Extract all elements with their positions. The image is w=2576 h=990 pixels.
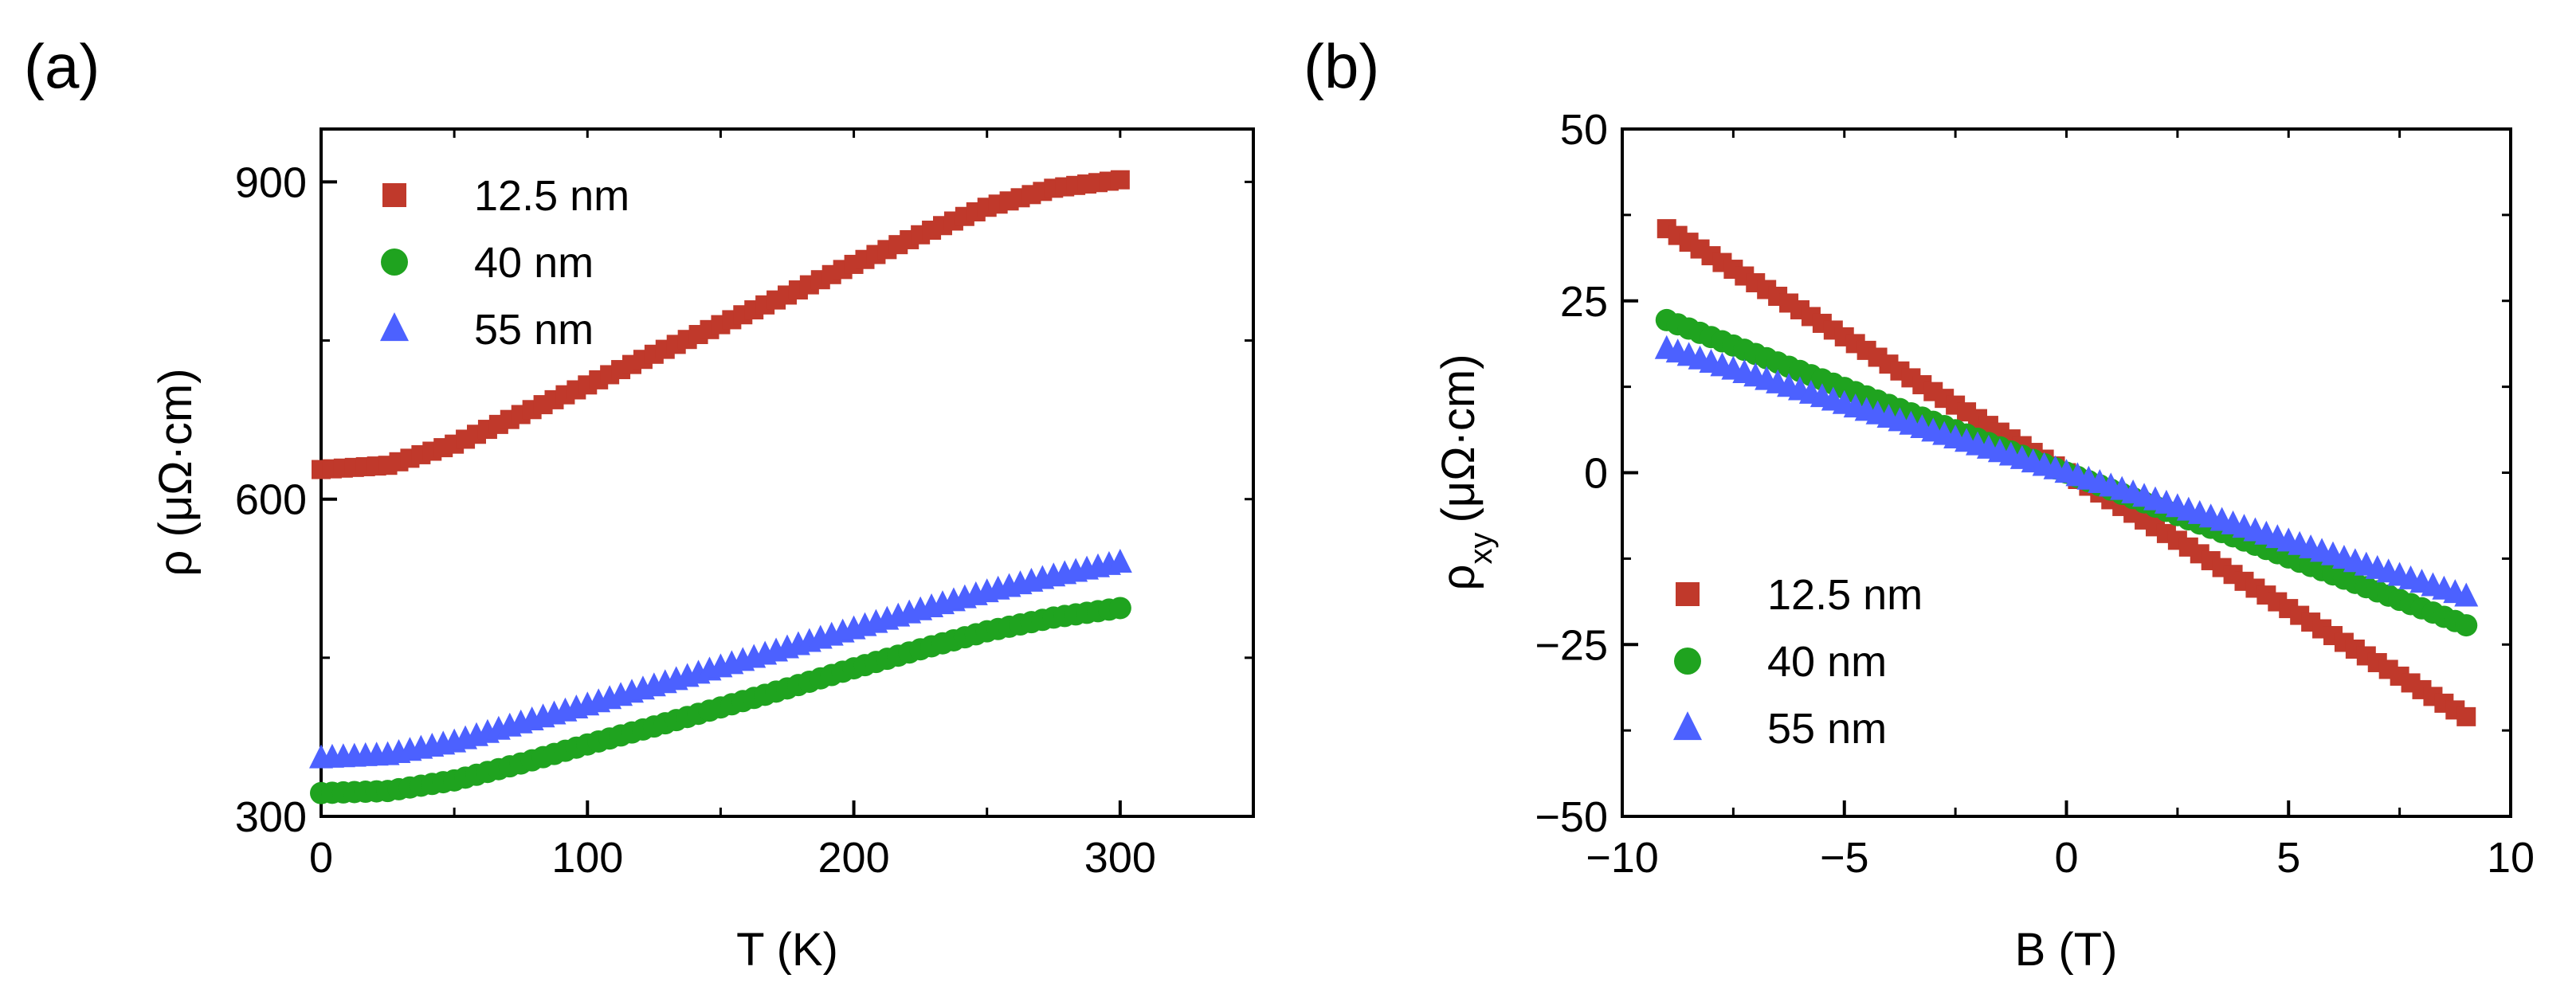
panel-a-legend-marker-2 [380, 312, 409, 342]
panel-a-series-0 [312, 170, 1130, 479]
panel-a-frame [320, 127, 1255, 818]
panel-a-ytick-label: 300 [235, 793, 307, 841]
panel-b-series-2 [1654, 335, 2479, 607]
panel-a-point-triangle [1108, 548, 1132, 573]
panel-a-label: (a) [24, 31, 100, 101]
panel-a-legend: 12.5 nm 40 nm 55 nm [380, 172, 629, 354]
panel-a-ytick-label: 600 [235, 476, 307, 524]
panel-b-ytick-label: 50 [1560, 106, 1608, 154]
panel-a-series-1 [310, 597, 1131, 804]
panel-a-xtick-label: 300 [1084, 834, 1156, 882]
panel-a-series-2 [309, 548, 1132, 769]
panel-b-point-triangle [2454, 582, 2479, 607]
panel-b-legend: 12.5 nm 40 nm 55 nm [1673, 571, 1923, 753]
panel-b-xtick-label: 0 [2054, 834, 2078, 882]
panel-b-ytick-label: 25 [1560, 278, 1608, 326]
panel-a-legend-label-2: 55 nm [474, 306, 594, 354]
panel-b-legend-marker-1 [1674, 648, 1701, 675]
panel-a-xlabel: T (K) [736, 924, 838, 976]
panel-a-point-square [1110, 170, 1130, 190]
panel-b-point-circle [2455, 614, 2478, 637]
panel-b-legend-label-2: 55 nm [1767, 705, 1887, 753]
panel-a-legend-label-1: 40 nm [474, 239, 594, 287]
panel-b-xtick-label: 10 [2487, 834, 2535, 882]
panel-a-point-circle [1108, 597, 1131, 620]
panel-b-legend-marker-2 [1673, 711, 1702, 741]
panel-b-ytick-label: −50 [1535, 793, 1608, 841]
panel-b-ytick-label: −25 [1535, 621, 1608, 669]
panel-b-ylabel: ρxy (μΩ·cm) [1433, 354, 1499, 590]
panel-b-xlabel: B (T) [2015, 924, 2118, 976]
panel-b-series-0 [1657, 219, 2476, 726]
panel-b-ylabel-main: ρ [1433, 565, 1484, 591]
panel-b-ytick-label: 0 [1584, 450, 1608, 498]
panel-b-ylabel-units: (μΩ·cm) [1433, 354, 1484, 522]
panel-b-legend-label-0: 12.5 nm [1767, 571, 1923, 619]
svg-text:ρxy(μΩ·cm): ρxy (μΩ·cm) [1433, 354, 1499, 590]
panel-b-legend-marker-0 [1676, 582, 1700, 606]
panel-a-legend-label-0: 12.5 nm [474, 172, 629, 220]
panel-b-ylabel-sub: xy [1464, 533, 1499, 565]
panel-b-label: (b) [1304, 31, 1379, 101]
panel-a-xtick-label: 100 [551, 834, 623, 882]
panel-b-legend-label-1: 40 nm [1767, 638, 1887, 686]
panel-a-legend-marker-0 [382, 183, 406, 207]
panel-a-legend-marker-1 [381, 248, 408, 276]
panel-a-ytick-label: 900 [235, 158, 307, 206]
panel-b-point-square [2456, 706, 2476, 726]
panel-a-ylabel: ρ (μΩ·cm) [150, 368, 202, 576]
panel-b-xtick-label: −5 [1820, 834, 1869, 882]
panel-a-xtick-label: 200 [818, 834, 890, 882]
panel-a-xtick-label: 0 [309, 834, 333, 882]
panel-b-xtick-label: 5 [2276, 834, 2300, 882]
panel-b-xtick-label: −10 [1586, 834, 1659, 882]
